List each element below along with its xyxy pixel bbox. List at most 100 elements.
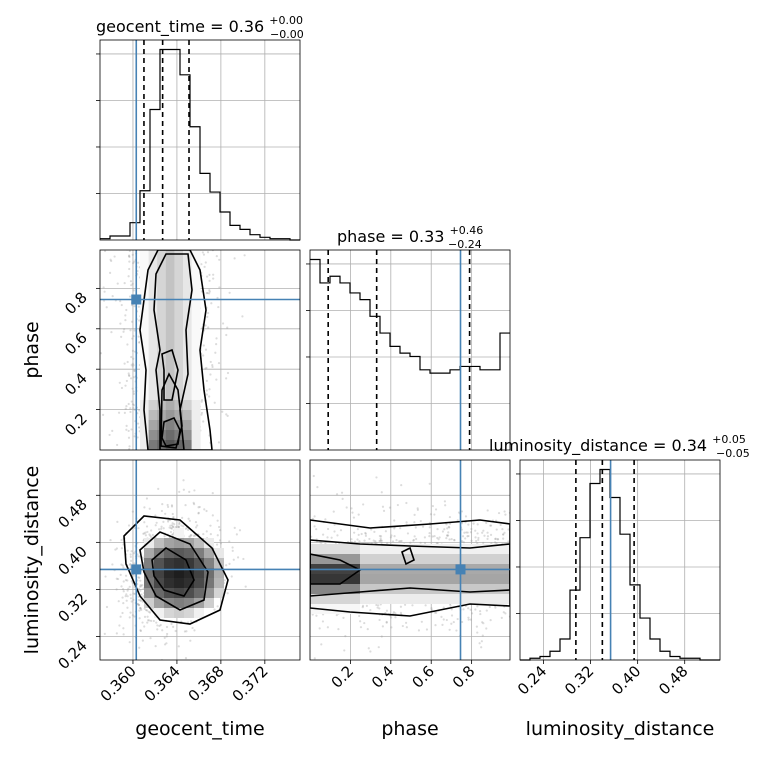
sample-point — [419, 541, 422, 544]
sample-point — [378, 539, 381, 543]
sample-point — [474, 536, 477, 539]
sample-point — [336, 534, 339, 537]
sample-point — [205, 379, 208, 383]
sample-point — [200, 247, 202, 249]
sample-point — [128, 260, 131, 263]
sample-point — [126, 579, 129, 582]
sample-point — [200, 411, 204, 415]
sample-point — [424, 604, 427, 607]
ylabel-phase: phase — [21, 321, 43, 378]
sample-point — [377, 646, 380, 649]
density-cells — [310, 544, 510, 614]
density-cell — [460, 594, 470, 604]
sample-point — [131, 337, 134, 340]
sample-point — [512, 532, 514, 534]
sample-point — [137, 555, 141, 558]
sample-point — [144, 453, 146, 455]
sample-point — [215, 255, 218, 258]
density-cell — [154, 598, 164, 608]
sample-point — [465, 531, 468, 534]
sample-point — [139, 607, 142, 610]
sample-point — [142, 467, 144, 469]
sample-point — [217, 361, 221, 365]
sample-point — [111, 429, 114, 432]
sample-point — [517, 594, 519, 596]
sample-point — [202, 420, 205, 423]
sample-point — [121, 596, 124, 599]
sample-point — [485, 521, 488, 525]
sample-point — [511, 531, 513, 533]
sample-point — [129, 555, 132, 558]
sample-point — [130, 363, 133, 367]
sample-point — [132, 363, 135, 367]
sample-point — [213, 401, 216, 404]
sample-point — [163, 636, 166, 639]
title-luminosity-distance-minus: −0.05 — [716, 447, 750, 460]
sample-point — [108, 433, 111, 437]
sample-point — [122, 627, 125, 630]
density-cell — [400, 574, 410, 584]
sample-point — [443, 500, 447, 503]
sample-point — [204, 261, 207, 264]
sample-point — [147, 619, 150, 622]
density-cell — [350, 584, 360, 594]
sample-point — [131, 403, 135, 406]
sample-point — [127, 524, 131, 527]
sample-point — [221, 322, 225, 325]
sample-point — [515, 569, 517, 571]
density-cell — [164, 608, 174, 618]
sample-point — [119, 573, 122, 576]
panel-content — [100, 241, 300, 469]
density-cell — [410, 594, 420, 604]
sample-point — [139, 607, 142, 610]
sample-point — [205, 291, 208, 295]
sample-point — [431, 504, 435, 508]
sample-point — [110, 259, 113, 263]
y-tick-label-luminosity_distance: 0.40 — [54, 542, 90, 578]
sample-point — [140, 585, 143, 588]
density-cell — [165, 410, 175, 420]
sample-point — [514, 595, 516, 597]
title-geocent-time-label: geocent_time — [96, 17, 205, 37]
sample-point — [467, 534, 470, 538]
sample-point — [481, 531, 484, 534]
sample-point — [128, 374, 131, 377]
sample-point — [516, 570, 518, 572]
sample-point — [231, 546, 234, 549]
sample-point — [143, 625, 146, 628]
sample-point — [152, 241, 154, 243]
sample-point — [460, 522, 464, 525]
sample-point — [180, 524, 183, 527]
sample-point — [186, 244, 188, 246]
sample-point — [511, 581, 513, 583]
density-cell — [183, 430, 192, 440]
density-cell — [320, 544, 330, 554]
sample-point — [128, 641, 131, 644]
density-cell — [440, 594, 450, 604]
sample-point — [195, 247, 197, 249]
sample-point — [173, 523, 176, 526]
sample-point — [337, 628, 340, 631]
sample-point — [161, 503, 164, 506]
sample-point — [145, 454, 147, 456]
sample-point — [133, 260, 136, 263]
sample-point — [197, 506, 200, 509]
sample-point — [162, 520, 165, 523]
density-cell — [194, 588, 204, 598]
sample-point — [182, 525, 185, 528]
density-cell — [460, 574, 470, 584]
density-cell — [174, 598, 184, 608]
sample-point — [124, 314, 127, 317]
sample-point — [226, 414, 229, 417]
sample-point — [502, 537, 505, 540]
sample-point — [516, 590, 518, 592]
density-cell — [191, 390, 201, 400]
sample-point — [110, 330, 113, 334]
sample-point — [166, 503, 169, 507]
density-cell — [174, 568, 184, 578]
sample-point — [124, 595, 127, 598]
sample-point — [238, 529, 242, 532]
x-tick-label-phase: 0.6 — [408, 662, 438, 692]
sample-point — [162, 527, 165, 530]
sample-point — [312, 474, 315, 478]
